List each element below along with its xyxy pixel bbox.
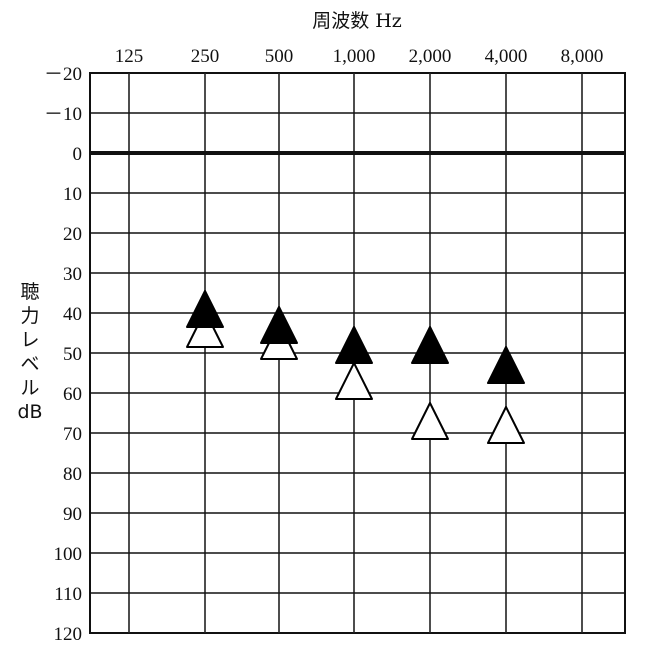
- x-tick-label: 4,000: [485, 46, 528, 67]
- y-axis-title-part: ベ: [20, 353, 39, 375]
- open-triangle-marker: [411, 402, 449, 440]
- filled-triangle-marker: [411, 326, 449, 364]
- y-tick-label: 90: [63, 504, 82, 525]
- y-axis-title-part: ル: [20, 377, 39, 399]
- open-triangle-marker: [335, 362, 373, 400]
- filled-triangle-marker: [260, 306, 298, 344]
- y-axis-title-part: 聴: [20, 281, 39, 303]
- x-tick-label: 8,000: [561, 46, 604, 67]
- filled-triangle-marker: [487, 346, 525, 384]
- x-axis-title: 周波数 Hz: [312, 10, 402, 32]
- filled-triangle-marker: [186, 290, 224, 328]
- y-axis-title-part: レ: [20, 329, 39, 351]
- y-tick-label: 50: [63, 344, 82, 365]
- y-tick-label: 70: [63, 424, 82, 445]
- y-tick-label: 120: [54, 624, 83, 645]
- y-tick-labels: －20 －10 0 10 20 30 40 50 60 70 80 90 100 110 120: [44, 64, 82, 645]
- open-triangle-marker: [487, 406, 525, 444]
- x-tick-label: 1,000: [333, 46, 376, 67]
- y-axis-title-part: dB: [17, 401, 42, 423]
- y-tick-label: 0: [73, 144, 83, 165]
- filled-triangle-marker: [335, 326, 373, 364]
- y-tick-label: 80: [63, 464, 82, 485]
- open-triangle-marker: [186, 310, 224, 348]
- y-axis-title-part: 力: [20, 305, 39, 327]
- y-tick-label: 40: [63, 304, 82, 325]
- x-tick-label: 2,000: [409, 46, 452, 67]
- x-tick-label: 500: [265, 46, 294, 67]
- x-tick-label: 125: [115, 46, 144, 67]
- y-tick-label: 60: [63, 384, 82, 405]
- y-tick-label: 110: [54, 584, 82, 605]
- grid: [89, 72, 626, 634]
- y-tick-label: 30: [63, 264, 82, 285]
- y-tick-label: －10: [44, 104, 82, 125]
- x-tick-labels: 125 250 500 1,000 2,000 4,000 8,000: [115, 46, 604, 67]
- y-tick-label: 20: [63, 224, 82, 245]
- y-tick-label: －20: [44, 64, 82, 85]
- data-marks: [186, 290, 525, 444]
- y-tick-label: 100: [54, 544, 83, 565]
- x-tick-label: 250: [191, 46, 220, 67]
- y-tick-label: 10: [63, 184, 82, 205]
